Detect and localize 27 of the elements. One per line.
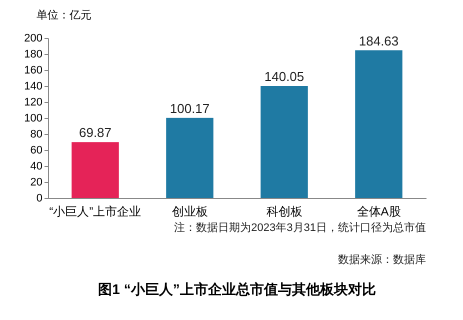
y-tick-label: 160 [24, 64, 42, 76]
data-label: 140.05 [264, 68, 304, 84]
y-tick-label: 40 [30, 160, 42, 172]
y-tick-label: 200 [24, 32, 42, 44]
bar [166, 118, 214, 198]
x-tick-label: 科创板 [266, 204, 302, 218]
data-label: 184.63 [358, 33, 399, 48]
text: 注：数据日期为2023年3月31日，统计口径为总市值 [174, 221, 426, 234]
y-tick-label: 140 [24, 80, 42, 92]
y-tick-label: 20 [30, 176, 42, 188]
y-tick-label: 0 [36, 192, 42, 204]
x-tick-label: 全体A股 [356, 204, 401, 218]
bar [355, 50, 402, 198]
bar [72, 142, 119, 198]
y-tick-label: 80 [30, 128, 42, 140]
y-tick-label: 60 [30, 144, 42, 156]
data-label: 69.87 [78, 125, 112, 140]
y-tick-label: 120 [24, 96, 42, 108]
source-note: 数据来源：数据库 [338, 253, 426, 266]
y-axis-title: 单位：亿元 [36, 8, 92, 22]
y-tick-label: 100 [24, 112, 42, 124]
bar [260, 86, 308, 198]
data-label: 100.17 [170, 100, 210, 116]
text: 图1 “小巨人”上市企业总市值与其他板块对比 [98, 281, 376, 297]
x-tick-label: “小巨人”上市企业 [49, 204, 142, 218]
x-tick-label: 创业板 [172, 204, 208, 218]
y-tick-label: 180 [24, 48, 42, 60]
